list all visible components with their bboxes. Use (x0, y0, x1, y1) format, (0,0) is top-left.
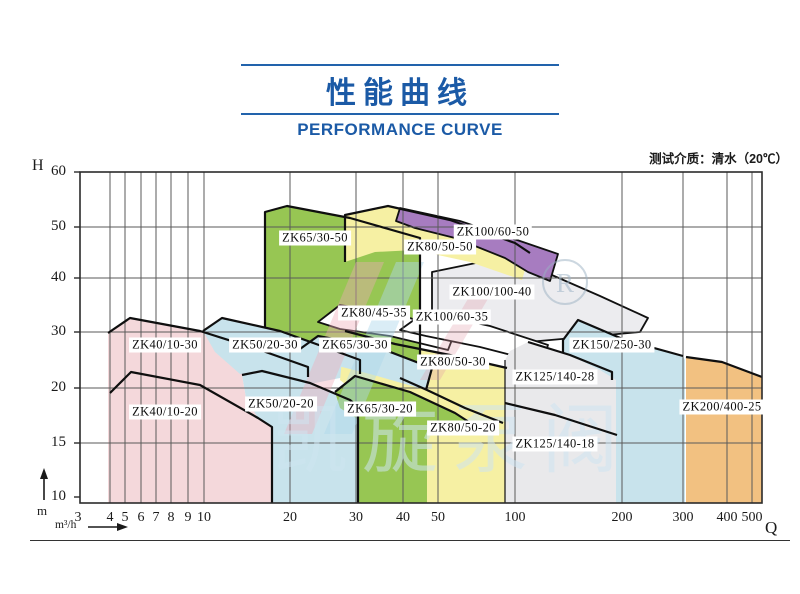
zone-boundary-13 (685, 355, 763, 379)
y-tick-label-20: 20 (51, 379, 66, 395)
zone-label-zk125-140-18: ZK125/140-18 (512, 436, 598, 452)
zone-boundary-3 (241, 369, 360, 503)
y-tick-label-15: 15 (51, 434, 66, 450)
x-tick-label-200: 200 (611, 510, 633, 525)
x-tick-label-8: 8 (167, 510, 175, 525)
y-tick-label-50: 50 (51, 218, 66, 234)
zone-label-zk150-250-30: ZK150/250-30 (569, 337, 655, 353)
x-tick-label-5: 5 (121, 510, 129, 525)
zone-boundary-2 (202, 316, 362, 374)
y-axis-unit: m (37, 503, 48, 518)
bottom-rule (30, 540, 790, 541)
zone-region-blue-zk150 (563, 320, 685, 503)
zone-label-zk100-60-35: ZK100/60-35 (412, 309, 492, 325)
x-tick-label-100: 100 (504, 510, 526, 525)
y-tick-label-10: 10 (51, 488, 66, 504)
zone-label-zk65-30-20: ZK65/30-20 (344, 401, 416, 417)
zone-boundary-4 (263, 204, 422, 369)
x-tick-label-20: 20 (283, 510, 297, 525)
x-tick-label-50: 50 (431, 510, 445, 525)
zone-label-zk80-50-50: ZK80/50-50 (404, 239, 476, 255)
x-unit-arrow-head (117, 523, 128, 531)
x-tick-label-7: 7 (152, 510, 160, 525)
x-axis-letter: Q (765, 518, 778, 537)
y-unit-arrow-head (40, 468, 48, 479)
x-tick-label-300: 300 (672, 510, 694, 525)
page-title: 性能曲线 (326, 77, 474, 110)
zone-label-zk100-100-40: ZK100/100-40 (449, 284, 535, 300)
x-tick-label-6: 6 (137, 510, 145, 525)
zone-boundary-11 (504, 401, 618, 437)
zone-label-zk80-50-20: ZK80/50-20 (427, 420, 499, 436)
zone-region-orange-zk200 (686, 357, 762, 503)
x-tick-label-9: 9 (184, 510, 192, 525)
zone-label-zk50-20-30: ZK50/20-30 (229, 337, 301, 353)
zone-label-zk65-30-50: ZK65/30-50 (279, 230, 351, 246)
x-axis-unit: m³/h (55, 519, 77, 531)
zone-label-zk80-45-35: ZK80/45-35 (338, 305, 410, 321)
y-axis-letter: H (32, 157, 44, 174)
y-tick-label-60: 60 (51, 163, 66, 179)
watermark-r-mark: R (556, 268, 574, 298)
zone-boundary-10 (527, 340, 614, 380)
x-tick-label-30: 30 (349, 510, 363, 525)
zone-boundary-7 (343, 204, 531, 262)
zone-label-zk65-30-30: ZK65/30-30 (319, 337, 391, 353)
x-tick-label-40: 40 (396, 510, 410, 525)
title-rule-top (241, 64, 559, 66)
x-tick-label-500: 500 (741, 510, 763, 525)
zone-boundary-1 (109, 370, 274, 503)
x-tick-label-10: 10 (197, 510, 211, 525)
y-tick-label-30: 30 (51, 323, 66, 339)
x-tick-label-4: 4 (106, 510, 114, 525)
zone-label-zk100-60-50: ZK100/60-50 (453, 224, 533, 240)
zone-label-zk50-20-20: ZK50/20-20 (245, 396, 317, 412)
plot-border (79, 171, 763, 504)
watermark-r-circle (542, 259, 588, 305)
zone-label-zk80-50-30: ZK80/50-30 (417, 354, 489, 370)
x-tick-label-3: 3 (74, 510, 82, 525)
y-tick-label-40: 40 (51, 269, 66, 285)
zone-label-zk200-400-25: ZK200/400-25 (679, 399, 765, 415)
page-subtitle: PERFORMANCE CURVE (297, 120, 503, 139)
zone-label-zk125-140-28: ZK125/140-28 (512, 369, 598, 385)
zone-label-zk40-10-20: ZK40/10-20 (129, 404, 201, 420)
title-rule-bottom (241, 113, 559, 115)
test-medium-note: 测试介质：清水（20℃） (649, 152, 788, 166)
zone-boundary-9 (399, 376, 504, 425)
zone-label-zk40-10-30: ZK40/10-30 (129, 337, 201, 353)
x-tick-label-400: 400 (716, 510, 738, 525)
